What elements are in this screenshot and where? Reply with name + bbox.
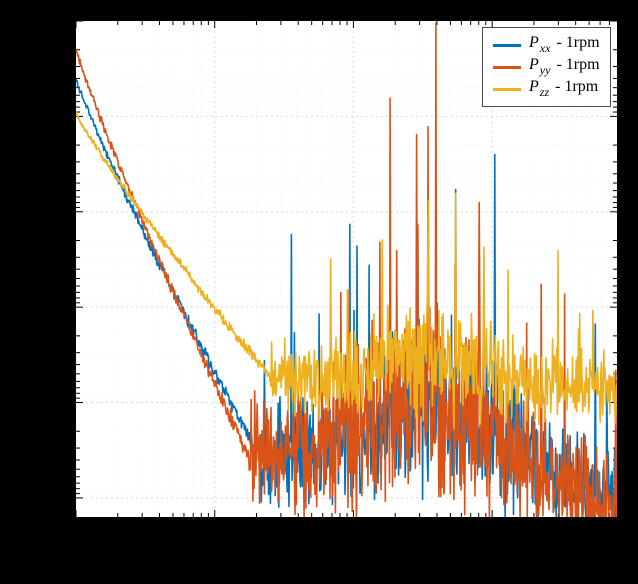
legend-swatch (493, 44, 521, 47)
legend-label: Pzz - 1rpm (529, 78, 598, 99)
legend-item-0: Pxx - 1rpm (493, 34, 600, 56)
legend-item-1: Pyy - 1rpm (493, 56, 600, 78)
series-Pxx_1rpm (76, 79, 617, 517)
legend-label: Pyy - 1rpm (529, 56, 600, 77)
legend-item-2: Pzz - 1rpm (493, 78, 600, 100)
legend-swatch (493, 88, 521, 91)
legend-label: Pxx - 1rpm (529, 34, 600, 55)
legend: Pxx - 1rpmPyy - 1rpmPzz - 1rpm (482, 27, 611, 107)
series-Pzz_1rpm (76, 111, 617, 429)
legend-swatch (493, 66, 521, 69)
